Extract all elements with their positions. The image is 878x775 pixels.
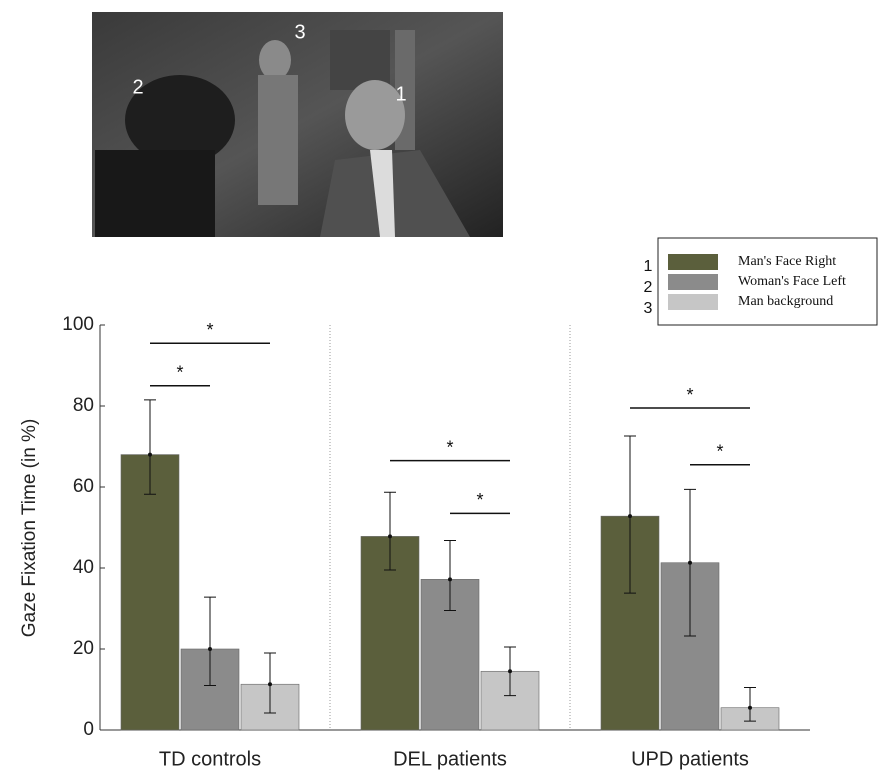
significance-label: * (686, 385, 693, 405)
y-tick-label: 20 (73, 638, 94, 659)
legend-label: Man background (738, 294, 833, 309)
legend-key: 2 (644, 279, 653, 296)
mean-dot (268, 682, 272, 687)
y-tick-label: 0 (83, 719, 94, 740)
legend-swatch (668, 294, 718, 310)
x-tick-label: UPD patients (631, 748, 749, 770)
legend-key: 3 (644, 300, 653, 317)
significance-label: * (716, 441, 723, 461)
y-tick-label: 80 (73, 395, 94, 416)
mean-dot (628, 514, 632, 519)
photo-label: 2 (132, 76, 143, 98)
y-tick-label: 60 (73, 476, 94, 497)
error-bar (384, 491, 396, 571)
significance-label: * (476, 490, 483, 510)
error-bar (744, 686, 756, 722)
y-tick-label: 40 (73, 557, 94, 578)
photo (92, 12, 503, 237)
mean-dot (148, 452, 152, 457)
significance-label: * (176, 363, 183, 383)
mean-dot (508, 669, 512, 674)
error-bar (444, 539, 456, 612)
mean-dot (208, 647, 212, 651)
mean-dot (748, 705, 752, 710)
mean-dot (688, 560, 692, 565)
y-axis-label: Gaze Fixation Time (in %) (19, 419, 40, 638)
legend-label: Man's Face Right (738, 254, 836, 269)
mean-dot (388, 534, 392, 539)
x-tick-label: TD controls (159, 748, 261, 770)
legend-swatch (668, 274, 718, 290)
legend-label: Woman's Face Left (738, 274, 846, 289)
mean-dot (448, 577, 452, 582)
error-bar (144, 399, 156, 495)
photo-label: 1 (395, 83, 406, 105)
significance-label: * (206, 320, 213, 340)
legend-key: 1 (644, 258, 653, 275)
photo-label: 3 (294, 21, 305, 43)
legend-swatch (668, 254, 718, 270)
x-tick-label: DEL patients (393, 748, 507, 770)
significance-label: * (446, 437, 453, 457)
bar (120, 454, 180, 731)
y-tick-label: 100 (62, 314, 94, 335)
error-bar (204, 596, 216, 686)
